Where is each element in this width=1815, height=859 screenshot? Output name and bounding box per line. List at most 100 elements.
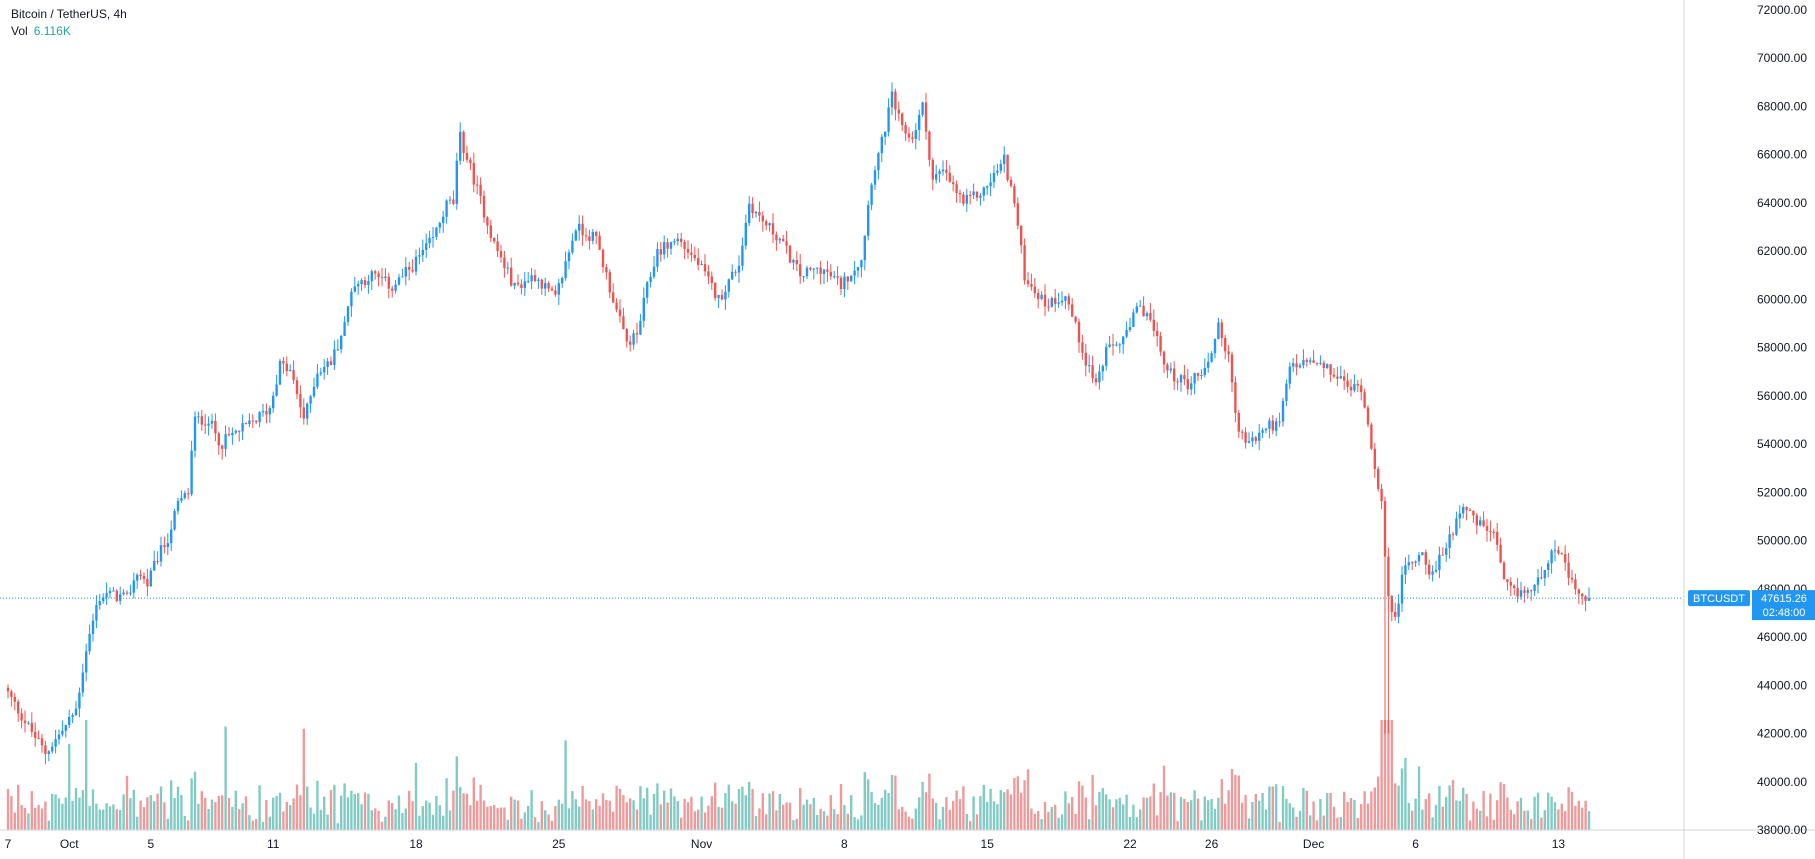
volume-bar — [159, 786, 163, 830]
candle-body — [1043, 294, 1047, 307]
candle-body — [605, 267, 608, 273]
candle-body — [1315, 362, 1319, 364]
volume-bar — [520, 818, 523, 830]
volume-bar — [972, 796, 975, 830]
volume-bar — [153, 801, 156, 830]
candle-body — [1424, 552, 1427, 565]
candle-body — [1506, 579, 1509, 583]
volume-bar — [1506, 797, 1509, 830]
volume-bar — [408, 790, 411, 830]
candle-body — [785, 241, 788, 246]
volume-bar — [965, 813, 968, 830]
candle-body — [360, 280, 363, 285]
candle-body — [265, 411, 268, 415]
volume-bar — [316, 780, 319, 830]
volume-bar — [1441, 806, 1444, 830]
candle-body — [88, 633, 91, 652]
candle-body — [1428, 564, 1431, 575]
volume-bar — [1006, 789, 1009, 830]
time-axis[interactable]: 7 Oct 5 11 18 25 Nov 8 15 22 26 Dec 6 13 — [5, 837, 1566, 851]
candle-body — [1387, 556, 1390, 597]
volume-bar — [846, 813, 849, 830]
volume-bar — [816, 815, 819, 830]
volume-bar — [302, 728, 305, 830]
volume-bar — [1411, 810, 1414, 830]
volume-bar — [969, 821, 972, 830]
last-price-tag: BTCUSDT 47615.26 02:48:00 — [1688, 590, 1815, 621]
candle-body — [1499, 544, 1502, 563]
candle-body — [278, 360, 282, 385]
volume-bar — [251, 820, 254, 830]
time-axis-tick-label: 15 — [981, 837, 995, 851]
candle-body — [1390, 596, 1393, 612]
volume-bar — [924, 792, 928, 830]
volume-bar — [1492, 819, 1495, 830]
candle-body — [142, 576, 146, 580]
candle-body — [693, 254, 696, 259]
candle-body — [1207, 361, 1210, 368]
candle-body — [1067, 296, 1070, 305]
candle-body — [1118, 344, 1121, 346]
candle-body — [1237, 412, 1240, 432]
volume-bar — [193, 771, 197, 830]
volume-bar — [394, 809, 397, 830]
candle-body — [125, 592, 129, 594]
candle-body — [425, 243, 428, 250]
volume-bar — [278, 792, 282, 830]
volume-bar — [982, 784, 985, 830]
candle-body — [193, 416, 197, 451]
volume-bar — [1156, 815, 1159, 830]
candle-body — [221, 445, 224, 449]
candle-body — [1574, 579, 1577, 590]
volume-bar — [431, 814, 435, 830]
candle-body — [533, 275, 537, 281]
volume-bar — [1540, 817, 1543, 830]
volume-bar — [312, 813, 316, 830]
volume-bar — [1026, 769, 1030, 830]
candle-body — [6, 687, 10, 692]
candle-body — [112, 590, 115, 592]
volume-bar — [506, 819, 509, 830]
volume-bar — [1322, 815, 1325, 830]
volume-bar — [1132, 804, 1135, 830]
volume-bar — [1496, 800, 1499, 830]
volume-bar — [295, 784, 299, 830]
candle-body — [680, 238, 683, 243]
volume-bar — [778, 794, 781, 830]
candle-body — [1431, 571, 1434, 575]
volume-bar — [1557, 809, 1560, 830]
volume-bar — [234, 790, 237, 830]
volume-bar — [1230, 768, 1234, 830]
candle-body — [183, 493, 186, 499]
volume-bar — [1193, 790, 1196, 830]
volume-bar — [595, 799, 598, 830]
candle-body — [1394, 611, 1397, 617]
candle-body — [129, 592, 132, 594]
volume-bar — [323, 796, 326, 830]
candle-body — [1485, 526, 1489, 531]
volume-bar — [748, 781, 751, 830]
volume-bar — [931, 798, 934, 830]
volume-bar — [333, 784, 336, 830]
volume-bar — [741, 786, 744, 830]
volume-bar — [374, 808, 377, 830]
candle-body — [115, 590, 118, 601]
candle-body — [618, 309, 622, 317]
volume-bar — [1577, 800, 1580, 830]
candle-body — [612, 292, 615, 303]
volume-bars — [6, 720, 1591, 830]
candle-body — [34, 731, 37, 738]
price-axis[interactable]: 38000.00 40000.00 42000.00 44000.00 46000.00… — [1757, 3, 1807, 837]
candle-body — [1523, 590, 1526, 593]
volume-bar — [64, 797, 67, 830]
candle-body — [839, 277, 843, 290]
volume-bar — [880, 797, 883, 830]
candle-body — [639, 320, 642, 335]
volume-legend: Vol 6.116K — [11, 24, 71, 38]
candle-body — [890, 91, 894, 108]
volume-bar — [27, 813, 30, 830]
candle-body — [1152, 319, 1155, 331]
candle-body — [1060, 300, 1064, 303]
volume-bar — [1553, 802, 1557, 830]
